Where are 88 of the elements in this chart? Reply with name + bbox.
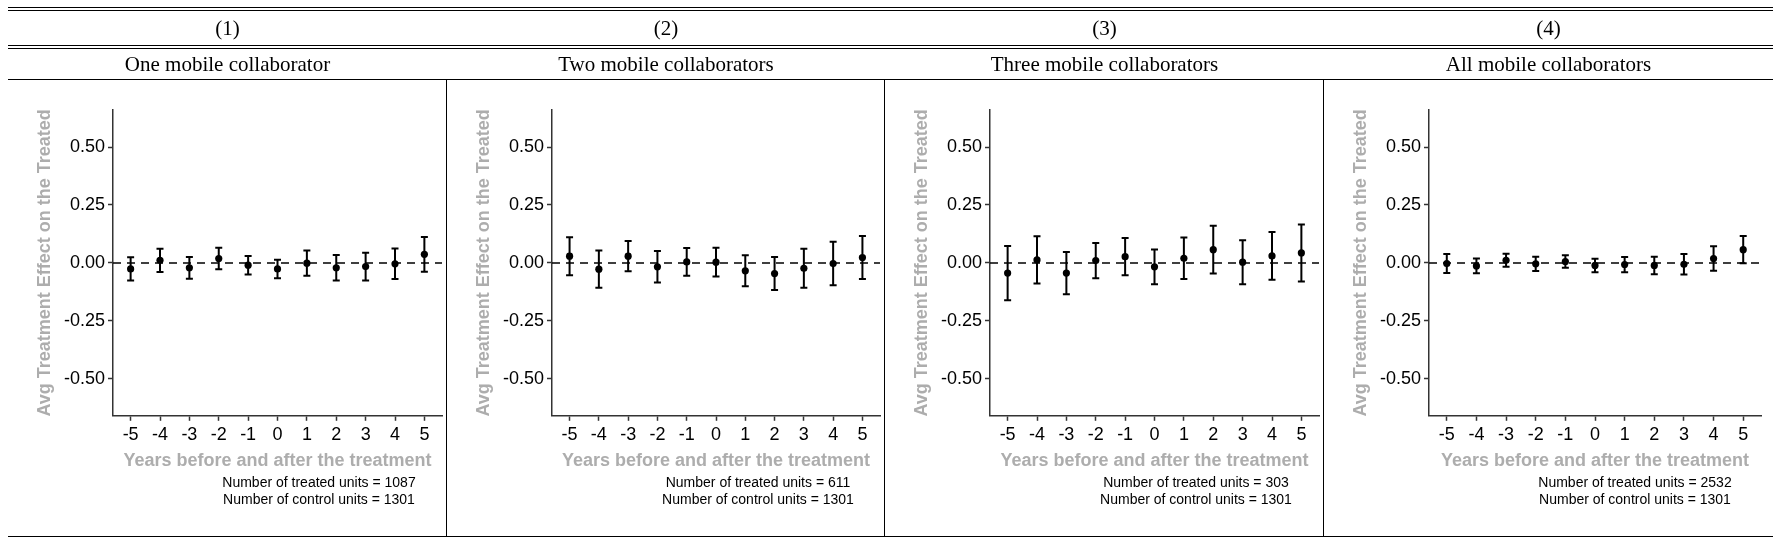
x-tick-label: -1 — [1117, 423, 1134, 444]
x-tick-label: -1 — [240, 423, 257, 444]
x-tick-label: 5 — [419, 423, 430, 444]
y-tick-label: 0.00 — [508, 251, 544, 272]
y-tick-label: 0.00 — [69, 251, 105, 272]
x-tick-label: 1 — [740, 423, 751, 444]
text: Number of control units = 1301 — [1539, 491, 1731, 507]
y-tick-label: -0.50 — [1379, 367, 1421, 388]
x-tick-label: 0 — [272, 423, 283, 444]
x-tick-label: -4 — [1028, 423, 1046, 444]
chart-subtitle: Two mobile collaborators — [558, 52, 774, 76]
y-tick-label: 0.50 — [508, 136, 544, 157]
x-tick-label: -3 — [1498, 423, 1515, 444]
chart-title: (3) — [1092, 16, 1117, 40]
y-tick-label: -0.25 — [63, 309, 105, 330]
y-tick-label: -0.50 — [63, 367, 105, 388]
x-tick-label: 2 — [1208, 423, 1219, 444]
x-tick-label: 2 — [1649, 423, 1660, 444]
y-tick-label: 0.25 — [508, 193, 544, 214]
y-tick-label: -0.25 — [1379, 309, 1421, 330]
y-tick-label: -0.25 — [940, 309, 982, 330]
chart-title: (4) — [1536, 16, 1561, 40]
text: Number of control units = 1301 — [1100, 491, 1292, 507]
x-axis-title: Years before and after the treatment — [1440, 450, 1750, 471]
x-tick-label: 5 — [1296, 423, 1307, 444]
text: Number of treated units = 1087 — [222, 474, 416, 490]
y-axis-title: Avg Treatment Effect on the Treated — [33, 109, 54, 417]
x-tick-label: 0 — [1149, 423, 1160, 444]
x-tick-label: 3 — [1237, 423, 1248, 444]
x-tick-label: 4 — [1266, 423, 1278, 444]
x-tick-label: 4 — [389, 423, 401, 444]
x-tick-label: 1 — [301, 423, 312, 444]
y-tick-label: 0.50 — [946, 136, 982, 157]
x-tick-label: 0 — [1589, 423, 1601, 444]
x-tick-label: 4 — [1708, 423, 1719, 444]
x-tick-label: 2 — [769, 423, 780, 444]
text: Number of treated units = 611 — [665, 474, 851, 490]
chart-subtitle: All mobile collaborators — [1445, 52, 1652, 76]
x-tick-label: 5 — [1738, 423, 1749, 444]
x-tick-label: -2 — [1527, 423, 1544, 444]
chart-subtitle: One mobile collaborator — [124, 52, 331, 76]
text: Number of control units = 1301 — [662, 491, 854, 507]
x-tick-label: -4 — [1468, 423, 1485, 444]
x-tick-label: -2 — [210, 423, 227, 444]
y-tick-label: -0.50 — [940, 367, 982, 388]
x-tick-label: 3 — [798, 423, 809, 444]
x-tick-label: -4 — [590, 423, 607, 444]
x-tick-label: -3 — [1058, 423, 1075, 444]
y-tick-label: 0.25 — [1385, 193, 1421, 214]
y-tick-label: 0.00 — [1385, 251, 1421, 272]
x-axis-title: Years before and after the treatment — [561, 450, 871, 471]
x-axis-title: Years before and after the treatment — [1000, 450, 1309, 471]
y-tick-label: 0.50 — [69, 136, 105, 157]
x-tick-label: -1 — [678, 423, 695, 444]
x-tick-label: -1 — [1557, 423, 1574, 444]
x-tick-label: 2 — [331, 423, 342, 444]
y-axis-title: Avg Treatment Effect on the Treated — [910, 109, 931, 417]
x-tick-label: -3 — [181, 423, 198, 444]
x-tick-label: -5 — [561, 423, 578, 444]
x-tick-label: -4 — [151, 423, 169, 444]
x-tick-label: -5 — [999, 423, 1016, 444]
text: Number of treated units = 303 — [1103, 474, 1289, 490]
x-tick-label: -2 — [649, 423, 666, 444]
y-tick-label: -0.25 — [502, 309, 544, 330]
y-tick-label: 0.25 — [69, 193, 105, 214]
x-tick-label: -5 — [1438, 423, 1455, 444]
y-tick-label: -0.50 — [502, 367, 544, 388]
x-tick-label: 5 — [857, 423, 868, 444]
y-tick-label: 0.00 — [946, 251, 982, 272]
x-tick-label: 3 — [360, 423, 371, 444]
y-tick-label: 0.25 — [946, 193, 982, 214]
chart-subtitle: Three mobile collaborators — [990, 52, 1219, 76]
text: Number of treated units = 2532 — [1538, 474, 1732, 490]
y-tick-label: 0.50 — [1385, 136, 1421, 157]
x-tick-label: 3 — [1678, 423, 1689, 444]
y-axis-title: Avg Treatment Effect on the Treated — [472, 109, 493, 417]
x-tick-label: 4 — [828, 423, 839, 444]
x-tick-label: 0 — [710, 423, 722, 444]
y-axis-title: Avg Treatment Effect on the Treated — [1349, 109, 1370, 417]
x-tick-label: -5 — [122, 423, 139, 444]
chart-title: (2) — [653, 16, 679, 40]
x-tick-label: 1 — [1619, 423, 1630, 444]
chart-title: (1) — [215, 16, 240, 40]
x-axis-title: Years before and after the treatment — [123, 450, 432, 471]
x-tick-label: -2 — [1087, 423, 1104, 444]
x-tick-label: 1 — [1178, 423, 1189, 444]
x-tick-label: -3 — [620, 423, 637, 444]
text: Number of control units = 1301 — [223, 491, 415, 507]
